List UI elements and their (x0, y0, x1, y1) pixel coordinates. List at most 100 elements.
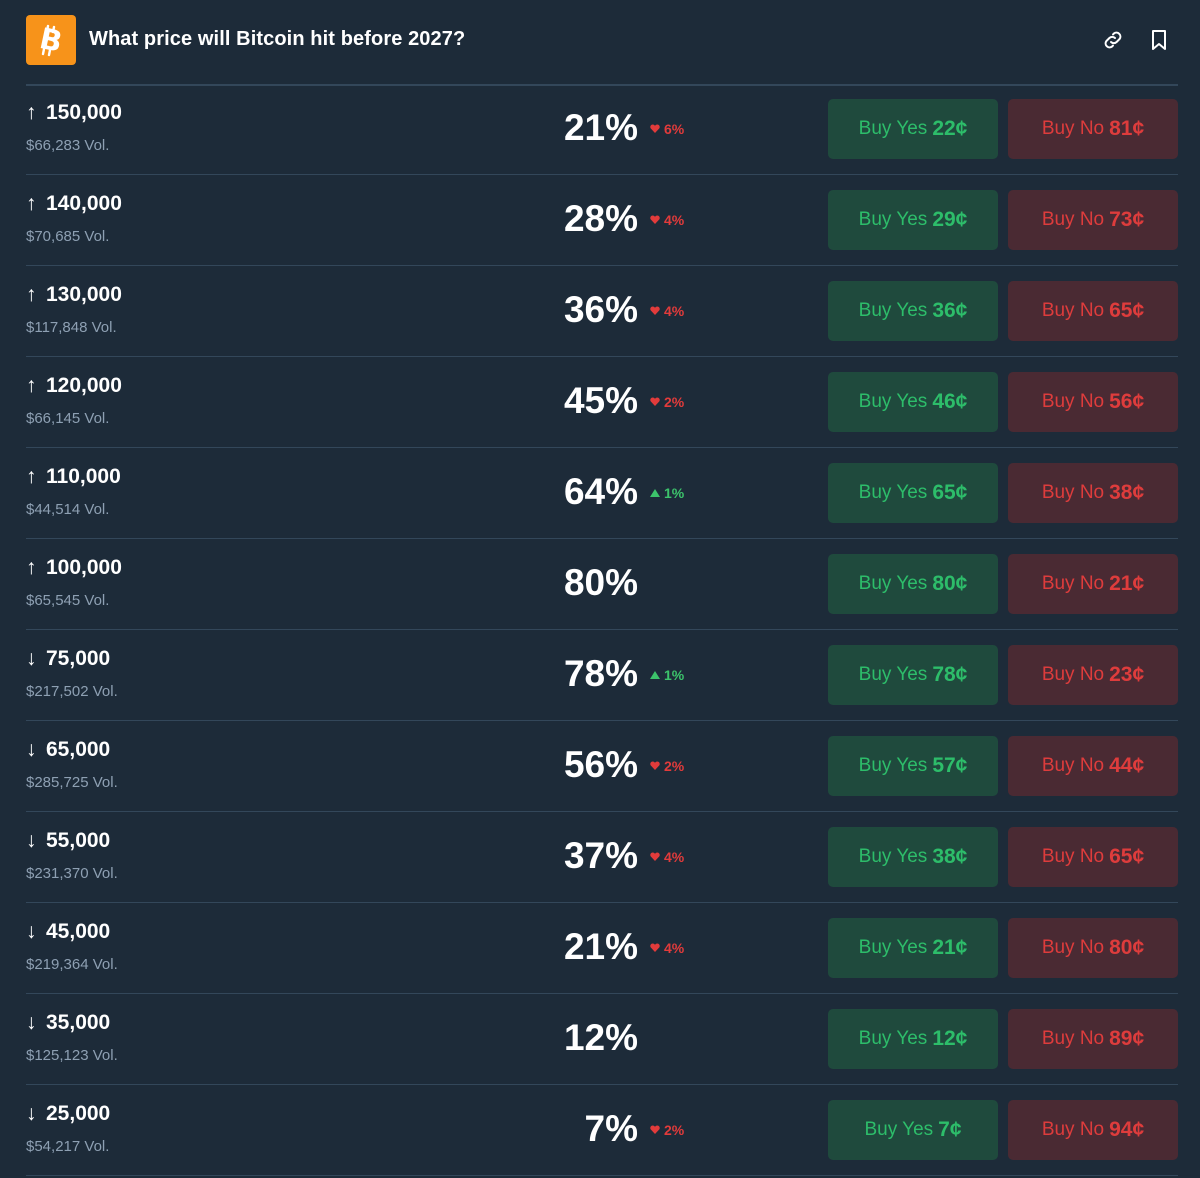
buy-no-price: 94¢ (1109, 1118, 1145, 1141)
buy-yes-button[interactable]: Buy Yes 38¢ (828, 827, 998, 887)
arrow-down-icon: ↓ (26, 1011, 37, 1034)
heart-down-icon (650, 1125, 660, 1134)
change-value: 1% (664, 667, 685, 683)
market-header: B What price will Bitcoin hit before 202… (0, 0, 1200, 85)
buy-yes-label: Buy Yes (858, 391, 928, 412)
buy-yes-label: Buy Yes (858, 573, 928, 594)
outcome-volume: $125,123 Vol. (26, 1047, 118, 1064)
buy-yes-price: 46¢ (932, 390, 968, 413)
buy-no-button[interactable]: Buy No 65¢ (1008, 281, 1178, 341)
outcome-price: 75,000 (46, 647, 111, 670)
buy-yes-button[interactable]: Buy Yes 22¢ (828, 99, 998, 159)
bitcoin-logo: B (26, 15, 76, 65)
probability-change: 4% (650, 849, 684, 865)
buy-yes-price: 7¢ (938, 1118, 962, 1141)
buy-no-label: Buy No (1041, 482, 1105, 503)
outcome-volume: $66,283 Vol. (26, 137, 110, 154)
buy-no-button[interactable]: Buy No 89¢ (1008, 1009, 1178, 1069)
outcome-price: 55,000 (46, 829, 111, 852)
outcome-volume: $44,514 Vol. (26, 501, 110, 518)
buy-no-button[interactable]: Buy No 65¢ (1008, 827, 1178, 887)
outcome-row[interactable]: ↓ 25,000 $54,217 Vol. 7% 2% Buy Yes 7¢ Buy No 94… (0, 1085, 1200, 1176)
outcome-price: 25,000 (46, 1102, 111, 1125)
buy-yes-button[interactable]: Buy Yes 21¢ (828, 918, 998, 978)
outcome-volume: $66,145 Vol. (26, 410, 110, 427)
arrow-down-icon: ↓ (26, 647, 37, 670)
buy-yes-button[interactable]: Buy Yes 7¢ (828, 1100, 998, 1160)
buy-yes-button[interactable]: Buy Yes 36¢ (828, 281, 998, 341)
outcome-row[interactable]: ↑ 150,000 $66,283 Vol. 21% 6% Buy Yes 22¢ Buy N… (0, 84, 1200, 175)
outcome-label: ↓ 55,000 (26, 829, 110, 853)
outcome-row[interactable]: ↓ 35,000 $125,123 Vol. 12% Buy Yes 12¢ Buy No 8… (0, 994, 1200, 1085)
header-divider (26, 84, 1178, 86)
buy-no-label: Buy No (1041, 300, 1105, 321)
outcome-volume: $231,370 Vol. (26, 865, 118, 882)
outcome-row[interactable]: ↓ 45,000 $219,364 Vol. 21% 4% Buy Yes 21¢ Buy N… (0, 903, 1200, 994)
buy-yes-button[interactable]: Buy Yes 80¢ (828, 554, 998, 614)
buy-yes-label: Buy Yes (858, 937, 928, 958)
change-value: 1% (664, 485, 685, 501)
change-value: 4% (664, 303, 685, 319)
triangle-up-icon (650, 489, 660, 497)
outcome-row[interactable]: ↑ 100,000 $65,545 Vol. 80% Buy Yes 80¢ Buy No 2… (0, 539, 1200, 630)
buy-no-button[interactable]: Buy No 73¢ (1008, 190, 1178, 250)
outcome-list: ↑ 150,000 $66,283 Vol. 21% 6% Buy Yes 22¢ Buy N… (0, 84, 1200, 1176)
change-value: 2% (664, 1122, 685, 1138)
buy-yes-button[interactable]: Buy Yes 57¢ (828, 736, 998, 796)
buy-no-button[interactable]: Buy No 44¢ (1008, 736, 1178, 796)
page-title: What price will Bitcoin hit before 2027? (89, 28, 466, 50)
outcome-volume: $65,545 Vol. (26, 592, 110, 609)
outcome-probability: 7% (584, 1108, 638, 1149)
buy-yes-button[interactable]: Buy Yes 46¢ (828, 372, 998, 432)
change-value: 4% (664, 849, 685, 865)
probability-change: 1% (650, 667, 684, 683)
outcome-row[interactable]: ↓ 65,000 $285,725 Vol. 56% 2% Buy Yes 57¢ Buy N… (0, 721, 1200, 812)
heart-down-icon (650, 852, 660, 861)
outcome-label: ↑ 150,000 (26, 101, 122, 125)
outcome-probability: 80% (563, 562, 638, 603)
outcome-price: 100,000 (46, 556, 122, 579)
outcome-row[interactable]: ↑ 130,000 $117,848 Vol. 36% 4% Buy Yes 36¢ Buy … (0, 266, 1200, 357)
outcome-row[interactable]: ↑ 120,000 $66,145 Vol. 45% 2% Buy Yes 46¢ Buy N… (0, 357, 1200, 448)
buy-yes-button[interactable]: Buy Yes 12¢ (828, 1009, 998, 1069)
buy-no-button[interactable]: Buy No 94¢ (1008, 1100, 1178, 1160)
outcome-label: ↓ 45,000 (26, 920, 110, 944)
buy-no-button[interactable]: Buy No 80¢ (1008, 918, 1178, 978)
outcome-price: 45,000 (46, 920, 111, 943)
buy-no-button[interactable]: Buy No 23¢ (1008, 645, 1178, 705)
buy-yes-price: 21¢ (932, 936, 968, 959)
buy-yes-label: Buy Yes (858, 118, 928, 139)
arrow-up-icon: ↑ (26, 465, 37, 488)
buy-no-price: 89¢ (1109, 1027, 1145, 1050)
bookmark-icon[interactable] (1147, 28, 1171, 52)
outcome-probability: 28% (563, 198, 638, 239)
buy-no-price: 23¢ (1109, 663, 1145, 686)
outcome-row[interactable]: ↓ 75,000 $217,502 Vol. 78% 1% Buy Yes 78¢ Buy N… (0, 630, 1200, 721)
buy-yes-button[interactable]: Buy Yes 29¢ (828, 190, 998, 250)
buy-yes-button[interactable]: Buy Yes 65¢ (828, 463, 998, 523)
bitcoin-icon: B (37, 23, 66, 57)
arrow-up-icon: ↑ (26, 101, 37, 124)
outcome-label: ↑ 100,000 (26, 556, 122, 580)
buy-no-button[interactable]: Buy No 56¢ (1008, 372, 1178, 432)
buy-no-label: Buy No (1041, 391, 1105, 412)
buy-no-label: Buy No (1041, 573, 1105, 594)
buy-no-price: 80¢ (1109, 936, 1145, 959)
buy-no-price: 65¢ (1109, 299, 1145, 322)
link-icon[interactable] (1101, 28, 1125, 52)
buy-no-button[interactable]: Buy No 21¢ (1008, 554, 1178, 614)
outcome-price: 110,000 (46, 465, 121, 488)
outcome-row[interactable]: ↑ 140,000 $70,685 Vol. 28% 4% Buy Yes 29¢ Buy N… (0, 175, 1200, 266)
buy-no-button[interactable]: Buy No 81¢ (1008, 99, 1178, 159)
outcome-probability: 45% (563, 380, 638, 421)
buy-no-label: Buy No (1041, 755, 1105, 776)
arrow-up-icon: ↑ (26, 192, 37, 215)
outcome-label: ↓ 65,000 (26, 738, 110, 762)
buy-no-button[interactable]: Buy No 38¢ (1008, 463, 1178, 523)
outcome-row[interactable]: ↓ 55,000 $231,370 Vol. 37% 4% Buy Yes 38¢ Buy N… (0, 812, 1200, 903)
outcome-row[interactable]: ↑ 110,000 $44,514 Vol. 64% 1% Buy Yes 65¢ Buy N… (0, 448, 1200, 539)
buy-yes-button[interactable]: Buy Yes 78¢ (828, 645, 998, 705)
buy-no-price: 21¢ (1109, 572, 1145, 595)
arrow-up-icon: ↑ (26, 283, 37, 306)
outcome-probability: 78% (563, 653, 638, 694)
